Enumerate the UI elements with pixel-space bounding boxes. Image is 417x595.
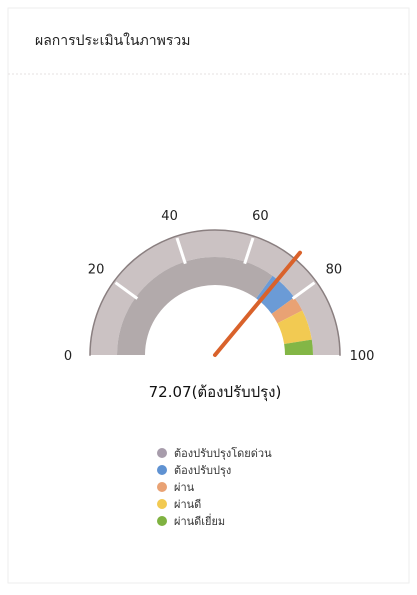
gauge-band	[256, 275, 295, 314]
tick-mark	[114, 281, 139, 300]
legend-label: ต้องปรับปรุงโดยด่วน	[174, 446, 272, 460]
card	[7, 7, 410, 584]
legend-swatch	[157, 516, 167, 526]
legend-swatch	[157, 465, 167, 475]
gauge-outer-ring	[90, 230, 340, 355]
tick-mark	[291, 281, 316, 300]
legend-label: ต้องปรับปรุง	[174, 464, 231, 477]
chart-title: ผลการประเมินในภาพรวม	[35, 32, 190, 49]
tick-mark	[175, 237, 187, 265]
gauge-band	[117, 257, 273, 355]
tick-label: 20	[88, 263, 105, 278]
tick-label: 100	[350, 349, 375, 364]
legend-swatch	[157, 448, 167, 458]
legend-label: ผ่านดีเยี่ยม	[174, 513, 225, 528]
tick-label: 0	[64, 349, 72, 364]
legend-label: ผ่าน	[174, 481, 195, 494]
gauge-outline	[89, 229, 341, 356]
gauge-band	[284, 339, 313, 355]
gauge-band	[277, 310, 312, 345]
value-label: 72.07(ต้องปรับปรุง)	[149, 383, 282, 402]
tick-label: 60	[252, 209, 269, 224]
legend-label: ผ่านดี	[174, 498, 201, 511]
needle	[213, 250, 303, 357]
tick-label: 80	[326, 263, 343, 278]
gauge-band	[271, 297, 303, 324]
legend-swatch	[157, 482, 167, 492]
tick-mark	[243, 237, 255, 265]
legend-swatch	[157, 499, 167, 509]
tick-label: 40	[161, 209, 178, 224]
